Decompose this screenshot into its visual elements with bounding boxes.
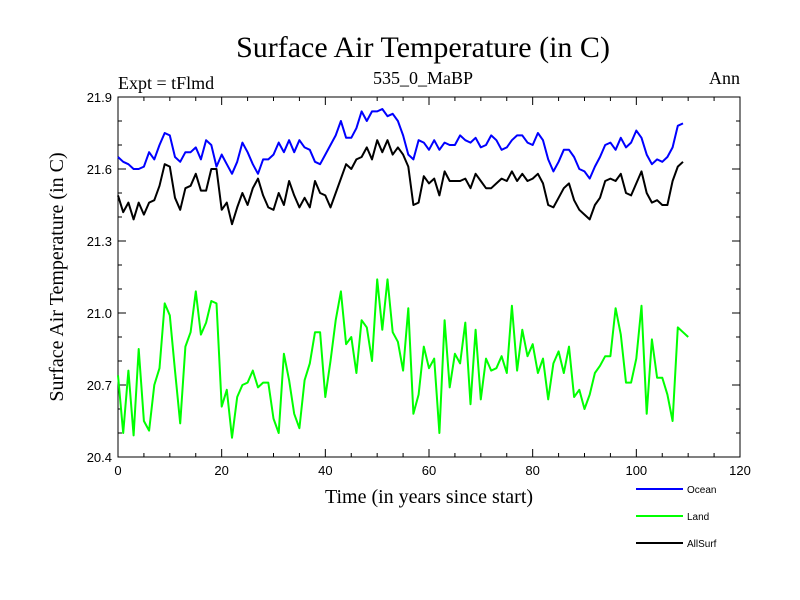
- legend-item-ocean: Ocean: [636, 485, 716, 496]
- legend-label: Ocean: [687, 485, 716, 496]
- x-tick-label: 80: [525, 463, 539, 478]
- experiment-label: Expt = tFlmd: [118, 73, 214, 93]
- x-tick-label: 120: [729, 463, 751, 478]
- x-tick-label: 0: [114, 463, 121, 478]
- series-line-ocean: [117, 108, 684, 180]
- season-label: Ann: [709, 68, 740, 88]
- y-tick-label: 20.4: [87, 450, 112, 465]
- x-axis-label: Time (in years since start): [325, 486, 533, 508]
- y-tick-label: 21.6: [87, 162, 112, 177]
- y-axis-label: Surface Air Temperature (in C): [46, 152, 68, 401]
- x-tick-label: 100: [625, 463, 647, 478]
- x-tick-label: 40: [318, 463, 332, 478]
- x-tick-label: 20: [214, 463, 228, 478]
- y-tick-label: 21.3: [87, 234, 112, 249]
- legend-item-land: Land: [636, 512, 709, 523]
- x-tick-label: 60: [422, 463, 436, 478]
- legend-label: Land: [687, 512, 709, 523]
- series-line-allsurf: [117, 139, 684, 226]
- legend-label: AllSurf: [687, 539, 717, 550]
- y-tick-label: 20.7: [87, 378, 112, 393]
- chart-subtitle: 535_0_MaBP: [373, 68, 473, 88]
- series-line-land: [117, 278, 689, 439]
- chart-title: Surface Air Temperature (in C): [236, 31, 610, 64]
- legend-item-allsurf: AllSurf: [636, 539, 717, 550]
- y-tick-label: 21.9: [87, 90, 112, 105]
- y-tick-label: 21.0: [87, 306, 112, 321]
